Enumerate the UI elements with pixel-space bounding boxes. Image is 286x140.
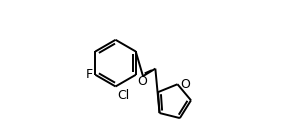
Text: Cl: Cl [117,89,129,102]
Text: O: O [180,78,190,91]
Text: O: O [137,75,147,88]
Text: F: F [86,68,93,81]
